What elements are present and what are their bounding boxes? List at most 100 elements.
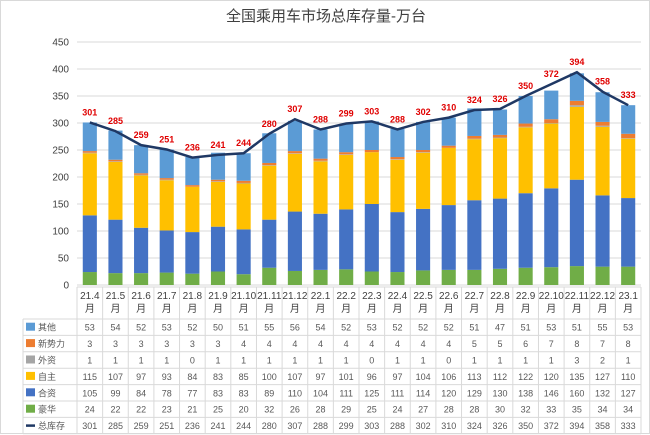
data-label: 241 [210, 140, 225, 150]
table-cell: 303 [364, 421, 379, 431]
table-cell: 22 [110, 405, 120, 415]
series-name: 其他 [38, 322, 56, 333]
table-cell: 236 [185, 421, 200, 431]
table-cell: 97 [392, 372, 402, 382]
bar-segment [544, 90, 559, 120]
bar-segment [518, 193, 533, 268]
table-cell: 55 [598, 323, 608, 333]
x-tick-label-unit: 月 [264, 303, 274, 315]
table-cell: 52 [136, 323, 146, 333]
bar-segment [621, 266, 636, 285]
bar-segment [236, 180, 251, 183]
bar-segment [313, 160, 328, 162]
bar-segment [262, 165, 277, 166]
bar-segment [569, 106, 584, 180]
table-cell: 83 [239, 388, 249, 398]
x-tick-label-unit: 月 [162, 303, 172, 315]
bar-segment [416, 152, 431, 209]
table-cell: 28 [469, 405, 479, 415]
data-label: 259 [134, 130, 149, 140]
data-label: 303 [364, 106, 379, 116]
data-label: 244 [236, 138, 251, 148]
bar-segment [390, 128, 405, 158]
bar-segment [262, 219, 277, 268]
bar-segment [108, 219, 123, 274]
table-cell: 53 [546, 323, 556, 333]
x-tick-label: 22.2 [336, 291, 356, 302]
table-cell: 54 [316, 323, 326, 333]
table-cell: 4 [292, 339, 297, 349]
table-cell: 299 [339, 421, 354, 431]
bar-segment [390, 212, 405, 273]
x-tick-label-unit: 月 [572, 303, 582, 315]
bar-segment [621, 133, 636, 139]
table-cell: 288 [390, 421, 405, 431]
x-tick-label-unit: 月 [213, 303, 223, 315]
bar-segment [159, 230, 174, 273]
x-tick-label: 21.12 [282, 291, 307, 302]
bar-segment [569, 105, 584, 107]
x-tick-label-unit: 月 [392, 303, 402, 315]
bar-segment [185, 185, 200, 187]
data-label: 358 [595, 77, 610, 87]
table-cell: 84 [187, 372, 197, 382]
table-cell: 78 [162, 388, 172, 398]
table-cell: 3 [87, 339, 92, 349]
series-name: 总库存 [38, 420, 65, 431]
bar-segment [492, 109, 508, 135]
bar-segment [364, 150, 379, 153]
x-tick-label: 22.5 [413, 291, 433, 302]
bar-segment [569, 73, 584, 101]
bar-segment [159, 149, 174, 179]
bar-segment [364, 271, 379, 285]
table-cell: 1 [344, 356, 349, 366]
table-cell: 1 [549, 356, 554, 366]
x-tick-label-unit: 月 [469, 303, 479, 315]
x-tick-label: 22.7 [465, 291, 485, 302]
bar-segment [82, 272, 97, 285]
table-cell: 302 [416, 421, 431, 431]
y-tick-label: 350 [52, 92, 69, 103]
bar-segment [185, 273, 200, 285]
data-label: 302 [416, 107, 431, 117]
table-cell: 160 [569, 388, 584, 398]
bar-segment [441, 117, 456, 146]
table-cell: 85 [239, 372, 249, 382]
table-cell: 23 [162, 405, 172, 415]
x-tick-label: 22.10 [539, 291, 564, 302]
series-name: 豪华 [38, 404, 56, 415]
data-label: 236 [185, 143, 200, 153]
y-tick-label: 450 [52, 38, 69, 49]
x-tick-label: 22.11 [565, 291, 590, 302]
series-name: 自主 [38, 371, 56, 382]
bar-segment [287, 120, 302, 152]
bar-segment [236, 153, 251, 181]
table-cell: 25 [213, 405, 223, 415]
bar-segment [441, 205, 456, 270]
bar-segment [544, 123, 559, 189]
chart-title: 全国乘用车市场总库存量-万台 [226, 8, 426, 25]
bar-segment [390, 272, 405, 285]
table-cell: 104 [416, 372, 431, 382]
table-cell: 52 [392, 323, 402, 333]
data-label: 310 [441, 103, 456, 113]
bar-segment [339, 269, 354, 285]
bar-segment [416, 270, 431, 285]
bar-segment [518, 127, 533, 194]
bar-segment [134, 174, 149, 176]
x-tick-label: 22.1 [311, 291, 331, 302]
x-tick-label: 21.5 [106, 291, 126, 302]
bar-segment [518, 126, 533, 128]
data-label: 372 [544, 69, 559, 79]
table-cell: 0 [369, 356, 374, 366]
table-cell: 28 [444, 405, 454, 415]
table-cell: 114 [416, 388, 430, 398]
table-cell: 4 [395, 339, 400, 349]
table-cell: 83 [213, 388, 223, 398]
table-cell: 22 [136, 405, 146, 415]
bar-segment [416, 150, 431, 153]
table-cell: 1 [267, 356, 272, 366]
table-cell: 4 [344, 339, 349, 349]
y-tick-label: 250 [52, 146, 69, 157]
table-cell: 350 [518, 421, 533, 431]
